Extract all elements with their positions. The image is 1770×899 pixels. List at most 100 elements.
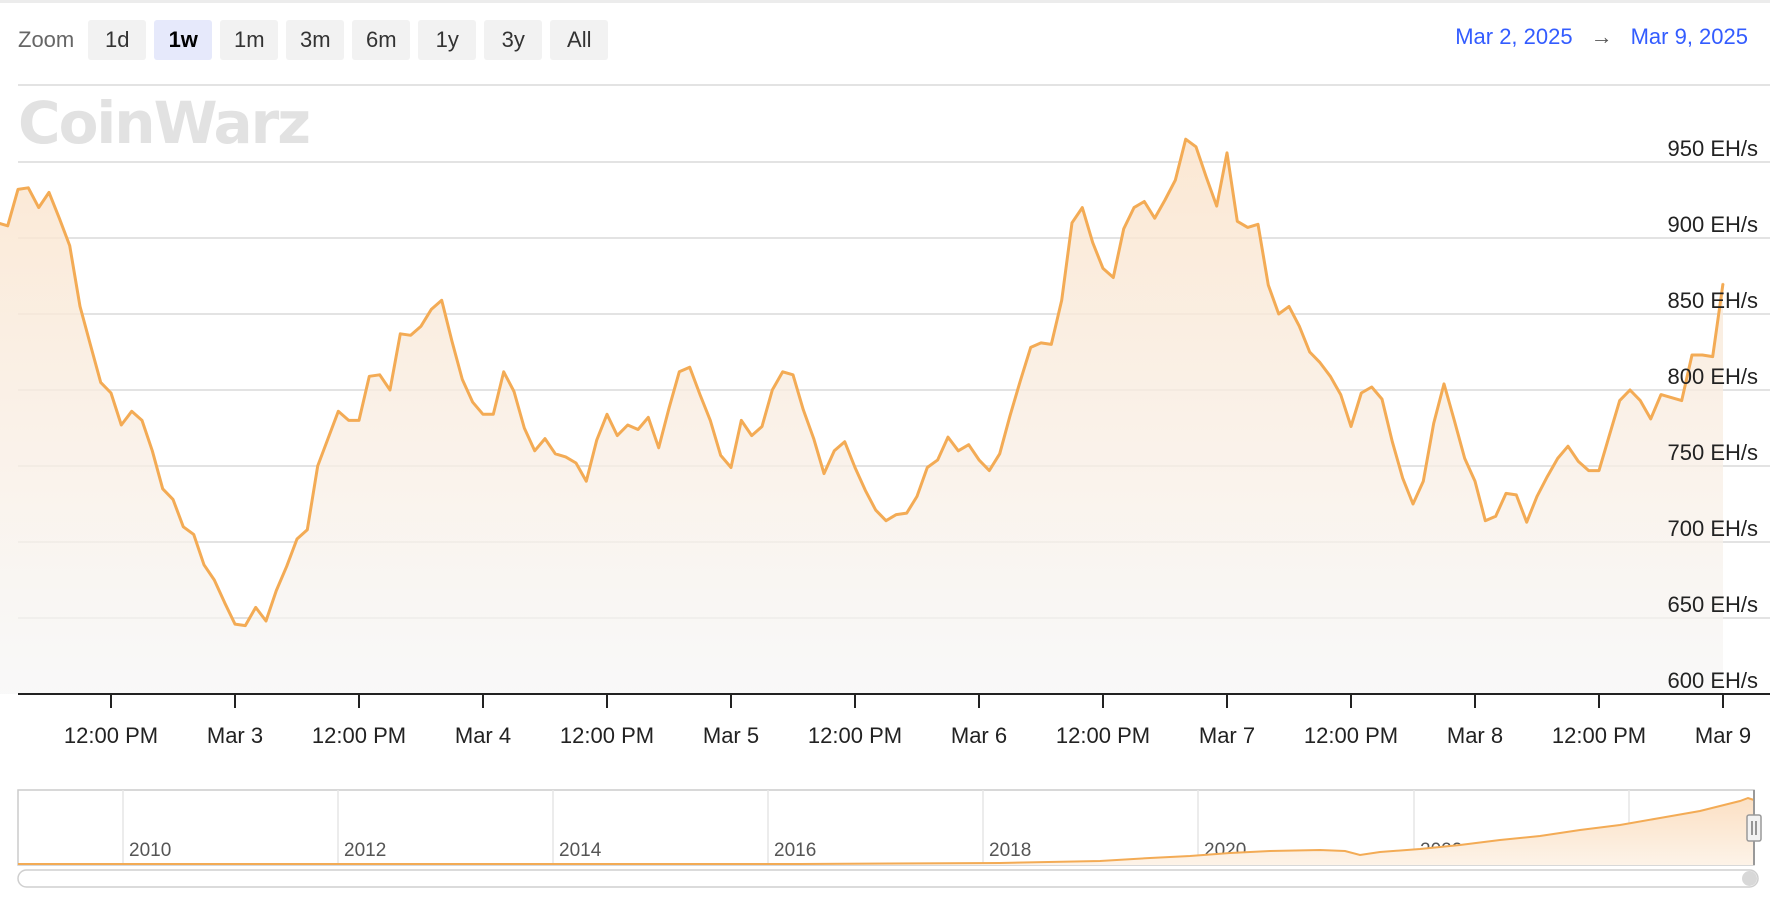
data-point	[885, 519, 887, 522]
data-point	[585, 480, 588, 483]
zoom-selector: Zoom 1d 1w 1m 3m 6m 1y 3y All	[18, 20, 609, 60]
data-point	[172, 498, 174, 501]
data-point	[895, 513, 898, 516]
data-point	[1618, 399, 1621, 402]
data-point	[595, 439, 598, 442]
data-points	[6, 138, 1724, 627]
data-point	[1205, 176, 1208, 178]
data-point	[1267, 284, 1270, 286]
zoom-button-1d[interactable]: 1d	[88, 20, 147, 60]
x-tick-label: 12:00 PM	[808, 723, 902, 748]
zoom-button-1w[interactable]: 1w	[154, 20, 213, 60]
zoom-button-3m[interactable]: 3m	[286, 20, 345, 60]
data-point	[440, 299, 443, 302]
data-point	[1381, 398, 1383, 400]
x-tick-label: Mar 9	[1695, 723, 1751, 748]
data-point	[1680, 399, 1683, 402]
data-point	[409, 334, 412, 337]
data-point	[1484, 519, 1487, 522]
hashrate-area	[0, 139, 1723, 694]
data-point	[864, 489, 867, 492]
scrollbar[interactable]	[17, 869, 1759, 888]
navigator-area	[18, 798, 1754, 865]
data-point	[502, 371, 505, 373]
data-point	[161, 488, 164, 490]
data-point	[213, 579, 216, 581]
data-point	[761, 425, 763, 428]
zoom-button-3y[interactable]: 3y	[484, 20, 543, 60]
data-point	[399, 333, 402, 335]
date-range: Mar 2, 2025 → Mar 9, 2025	[1455, 24, 1748, 50]
data-point	[1649, 418, 1652, 420]
y-tick-label: 900 EH/s	[1668, 212, 1759, 237]
data-point	[1701, 354, 1704, 356]
data-point	[967, 443, 970, 446]
data-point	[1587, 469, 1590, 472]
data-point	[647, 416, 650, 419]
data-point	[79, 305, 81, 308]
data-point	[998, 453, 1001, 455]
data-point	[234, 623, 236, 625]
zoom-button-all[interactable]: All	[550, 20, 609, 60]
data-point	[812, 437, 815, 440]
y-tick-label: 750 EH/s	[1668, 440, 1759, 465]
data-point	[1102, 267, 1104, 270]
data-point	[389, 389, 391, 391]
data-point	[368, 375, 371, 378]
data-point	[265, 620, 267, 622]
data-point	[451, 340, 453, 343]
navigator-handle[interactable]	[1746, 814, 1762, 842]
zoom-button-1m[interactable]: 1m	[220, 20, 279, 60]
data-point	[564, 456, 567, 458]
x-tick-label: 12:00 PM	[64, 723, 158, 748]
data-point	[1515, 494, 1518, 496]
scrollbar-thumb[interactable]	[1742, 871, 1757, 886]
scrollbar-track[interactable]	[17, 869, 1759, 888]
range-end-date[interactable]: Mar 9, 2025	[1630, 24, 1748, 49]
data-point	[1453, 419, 1456, 422]
y-tick-label: 700 EH/s	[1668, 516, 1759, 541]
data-point	[606, 413, 608, 416]
data-point	[1288, 305, 1290, 308]
data-point	[182, 526, 185, 528]
data-point	[1226, 152, 1228, 154]
data-point	[1536, 495, 1538, 498]
data-point	[223, 602, 226, 604]
data-point	[1153, 217, 1156, 219]
data-point	[1246, 226, 1249, 229]
range-arrow-icon: →	[1590, 24, 1613, 49]
data-point	[275, 589, 278, 592]
data-point	[523, 427, 526, 429]
data-point	[1546, 475, 1549, 478]
range-start-date[interactable]: Mar 2, 2025	[1455, 24, 1573, 49]
data-point	[843, 440, 846, 443]
data-point	[1277, 313, 1280, 315]
navigator-year-label: 2010	[129, 840, 171, 861]
data-point	[1432, 422, 1435, 425]
data-point	[802, 409, 805, 411]
data-point	[244, 624, 247, 627]
data-point	[1164, 199, 1166, 201]
zoom-button-6m[interactable]: 6m	[352, 20, 411, 60]
data-point	[1412, 503, 1414, 505]
data-point	[1567, 445, 1569, 448]
data-point	[916, 495, 918, 498]
y-tick-label: 850 EH/s	[1668, 288, 1759, 313]
data-point	[1360, 392, 1363, 394]
navigator-year-label: 2012	[344, 840, 386, 861]
data-point	[668, 407, 670, 410]
data-point	[120, 424, 123, 426]
data-point	[533, 450, 536, 452]
x-tick-label: 12:00 PM	[1552, 723, 1646, 748]
data-point	[1112, 276, 1115, 279]
data-point	[699, 393, 701, 396]
x-axis-ticks: 12:00 PM Mar 3 12:00 PM Mar 4 12:00 PM Mar 5 1…	[64, 694, 1751, 748]
zoom-button-1y[interactable]: 1y	[418, 20, 477, 60]
data-point	[1050, 343, 1053, 346]
data-point	[89, 343, 92, 346]
data-point	[626, 424, 629, 426]
y-tick-label: 600 EH/s	[1668, 668, 1759, 693]
data-point	[854, 466, 856, 469]
data-point	[688, 366, 691, 369]
data-point	[637, 428, 639, 431]
